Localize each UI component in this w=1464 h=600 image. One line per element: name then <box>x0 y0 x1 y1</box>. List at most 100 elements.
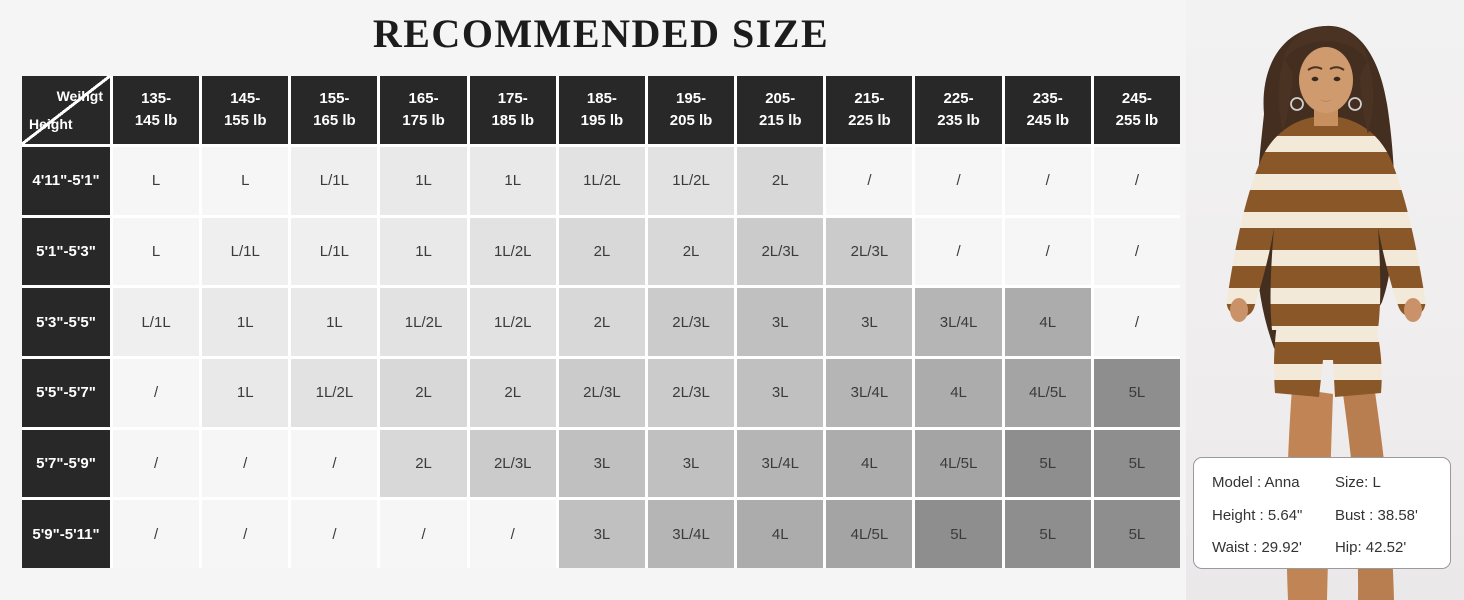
size-cell: / <box>113 500 200 568</box>
size-cell: / <box>202 500 289 568</box>
size-cell: / <box>826 147 913 215</box>
corner-height-label: Height <box>29 116 73 132</box>
weight-column-header: 235- 245 lb <box>1004 76 1091 144</box>
size-cell: L/1L <box>291 147 378 215</box>
size-cell: 5L <box>1093 429 1180 498</box>
model-hair-right-lock <box>1360 60 1374 134</box>
weight-column-header: 195- 205 lb <box>647 76 735 144</box>
size-cell: 1L/2L <box>380 288 467 356</box>
size-cell: / <box>469 500 556 568</box>
model-right-earring <box>1348 97 1362 111</box>
size-cell: L <box>202 147 289 215</box>
size-cell: 1L/2L <box>469 217 556 286</box>
size-cell: / <box>113 358 200 427</box>
size-cell: 3L <box>826 288 913 356</box>
size-cell: / <box>915 147 1002 215</box>
size-cell: 4L/5L <box>1004 358 1091 427</box>
weight-column-header: 225- 235 lb <box>915 76 1002 144</box>
size-cell: / <box>380 500 467 568</box>
size-cell: 4L <box>737 500 824 568</box>
size-cell: 1L <box>202 288 289 356</box>
model-left-eye <box>1311 76 1319 82</box>
size-cell: 3L <box>737 288 824 356</box>
weight-column-header: 155- 165 lb <box>291 76 378 144</box>
size-cell: 5L <box>1093 500 1180 568</box>
size-cell: 4L <box>1004 288 1091 356</box>
model-hair-left-lock <box>1278 58 1293 132</box>
size-cell: 2L <box>380 429 467 498</box>
size-cell: 5L <box>1004 429 1091 498</box>
size-cell: 1L/2L <box>291 358 378 427</box>
model-waist-line: Waist : 29.92' <box>1212 539 1302 556</box>
weight-column-header: 185- 195 lb <box>558 76 645 144</box>
size-cell: 3L/4L <box>647 500 735 568</box>
size-cell: 3L/4L <box>915 288 1002 356</box>
size-cell: 2L <box>469 358 556 427</box>
size-cell: 1L <box>469 147 556 215</box>
size-cell: / <box>113 429 200 498</box>
corner-weight-label: Weihgt <box>56 88 103 104</box>
size-cell: 2L <box>737 147 824 215</box>
model-right-hand <box>1404 298 1422 322</box>
size-cell: / <box>915 217 1002 286</box>
weight-column-header: 165- 175 lb <box>380 76 467 144</box>
size-cell: 2L/3L <box>737 217 824 286</box>
height-row-header: 5'7"-5'9" <box>22 429 110 498</box>
size-cell: / <box>202 429 289 498</box>
size-cell: 5L <box>915 500 1002 568</box>
size-cell: 3L <box>558 429 645 498</box>
model-left-hand <box>1230 298 1248 322</box>
size-cell: L/1L <box>113 288 200 356</box>
size-cell: 2L <box>380 358 467 427</box>
size-cell: 2L/3L <box>647 288 735 356</box>
size-cell: / <box>1004 147 1091 215</box>
weight-column-header: 145- 155 lb <box>202 76 289 144</box>
size-cell: 2L/3L <box>558 358 645 427</box>
model-info-left-column: Model : Anna Height : 5.64" Waist : 29.9… <box>1212 473 1335 558</box>
model-info-card: Model : Anna Height : 5.64" Waist : 29.9… <box>1193 457 1451 569</box>
model-hip-line: Hip: 42.52' <box>1334 539 1407 556</box>
model-hair-front <box>1283 26 1369 64</box>
size-cell: / <box>1004 217 1091 286</box>
model-bust-line: Bust : 38.58' <box>1334 506 1418 524</box>
size-cell: L/1L <box>291 217 378 286</box>
size-cell: 4L/5L <box>826 500 913 568</box>
size-cell: 1L <box>380 217 467 286</box>
height-row-header: 5'1"-5'3" <box>22 217 110 286</box>
model-face <box>1299 47 1353 113</box>
size-cell: / <box>291 429 378 498</box>
model-height-line: Height : 5.64" <box>1212 506 1303 524</box>
size-cell: 4L <box>826 429 913 498</box>
size-cell: 3L/4L <box>737 429 824 498</box>
height-row-header: 5'9"-5'11" <box>22 500 110 568</box>
size-cell: 1L/2L <box>469 288 556 356</box>
size-cell: 2L <box>558 217 645 286</box>
size-cell: 3L <box>558 500 645 568</box>
size-cell: 5L <box>1004 500 1091 568</box>
model-left-earring <box>1290 97 1304 111</box>
size-cell: L/1L <box>202 217 289 286</box>
size-cell: 2L <box>647 217 735 286</box>
model-shorts <box>1274 318 1382 397</box>
size-cell: 1L/2L <box>647 147 735 215</box>
model-right-brow <box>1329 66 1345 71</box>
size-cell: 4L/5L <box>915 429 1002 498</box>
size-cell: 5L <box>1093 358 1180 427</box>
size-cell: 1L <box>202 358 289 427</box>
model-sweater <box>1226 116 1426 330</box>
page-title: RECOMMENDED SIZE <box>372 11 830 56</box>
weight-column-header: 245- 255 lb <box>1093 76 1180 144</box>
size-cell: 2L/3L <box>826 217 913 286</box>
size-cell: L <box>113 217 200 286</box>
model-lips <box>1319 99 1333 102</box>
size-cell: L <box>113 147 200 215</box>
height-row-header: 5'3"-5'5" <box>22 288 110 356</box>
model-info-right-column: Size: L Bust : 38.58' Hip: 42.52' <box>1335 473 1444 558</box>
size-cell: / <box>291 500 378 568</box>
size-table: Weihgt Height 135- 145 lb 145- 155 lb 155-… <box>22 76 1180 568</box>
size-cell: 1L/2L <box>558 147 645 215</box>
size-cell: 2L/3L <box>647 358 735 427</box>
height-row-header: 4'11"-5'1" <box>22 147 110 215</box>
size-cell: / <box>1093 217 1180 286</box>
size-cell: 3L/4L <box>826 358 913 427</box>
